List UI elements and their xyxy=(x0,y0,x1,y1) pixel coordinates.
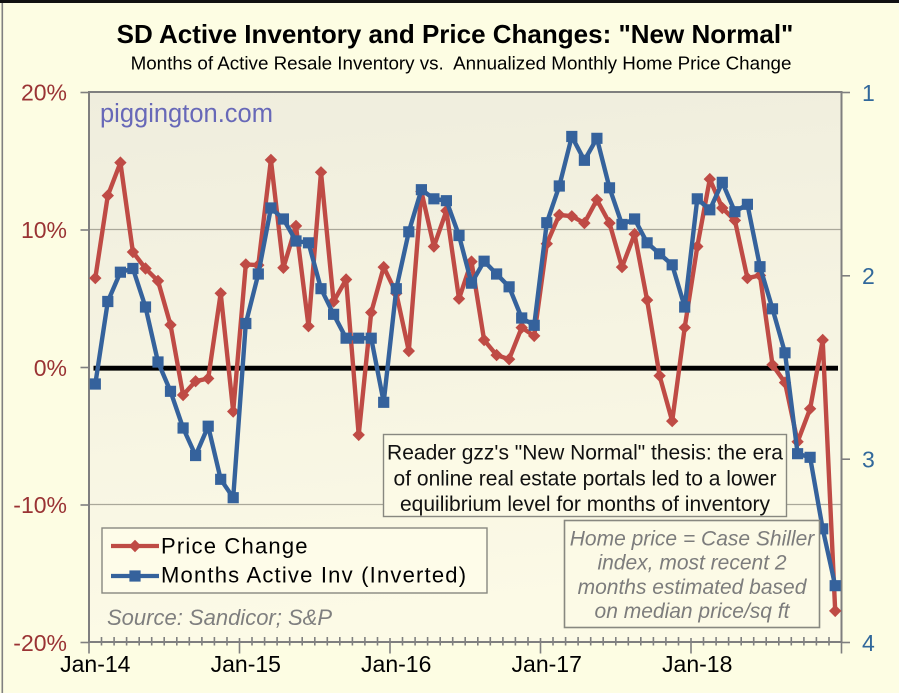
svg-text:of online real estate portals: of online real estate portals led to a l… xyxy=(394,467,777,490)
svg-text:-20%: -20% xyxy=(13,630,67,656)
svg-text:10%: 10% xyxy=(21,217,67,243)
svg-text:SD Active Inventory and Price: SD Active Inventory and Price Changes: "… xyxy=(117,19,794,49)
svg-text:Jan-17: Jan-17 xyxy=(512,651,582,677)
svg-text:3: 3 xyxy=(862,447,875,473)
svg-text:0%: 0% xyxy=(34,355,67,381)
svg-text:Home price = Case Shiller: Home price = Case Shiller xyxy=(570,528,816,551)
svg-text:equilibrium level for months o: equilibrium level for months of inventor… xyxy=(400,493,771,516)
svg-text:20%: 20% xyxy=(21,80,67,106)
svg-text:on median price/sq ft: on median price/sq ft xyxy=(595,600,791,623)
svg-text:Jan-14: Jan-14 xyxy=(60,651,131,677)
svg-text:Reader gzz's "New Normal" thes: Reader gzz's "New Normal" thesis: the er… xyxy=(387,442,783,465)
svg-text:Months Active Inv (Inverted): Months Active Inv (Inverted) xyxy=(161,563,467,588)
svg-text:4: 4 xyxy=(862,630,875,656)
svg-text:index, most recent 2: index, most recent 2 xyxy=(597,552,786,575)
svg-text:Source: Sandicor; S&P: Source: Sandicor; S&P xyxy=(107,605,332,630)
svg-text:piggington.com: piggington.com xyxy=(100,100,273,128)
svg-text:Months of Active Resale Invent: Months of Active Resale Inventory vs. An… xyxy=(131,53,792,74)
svg-text:1: 1 xyxy=(862,80,875,106)
svg-text:-10%: -10% xyxy=(13,492,67,518)
svg-text:2: 2 xyxy=(862,263,875,289)
svg-text:Price Change: Price Change xyxy=(161,534,309,559)
svg-text:Jan-15: Jan-15 xyxy=(211,651,281,677)
svg-text:Jan-18: Jan-18 xyxy=(662,651,732,677)
svg-text:Jan-16: Jan-16 xyxy=(361,651,431,677)
svg-text:months estimated based: months estimated based xyxy=(578,576,808,599)
